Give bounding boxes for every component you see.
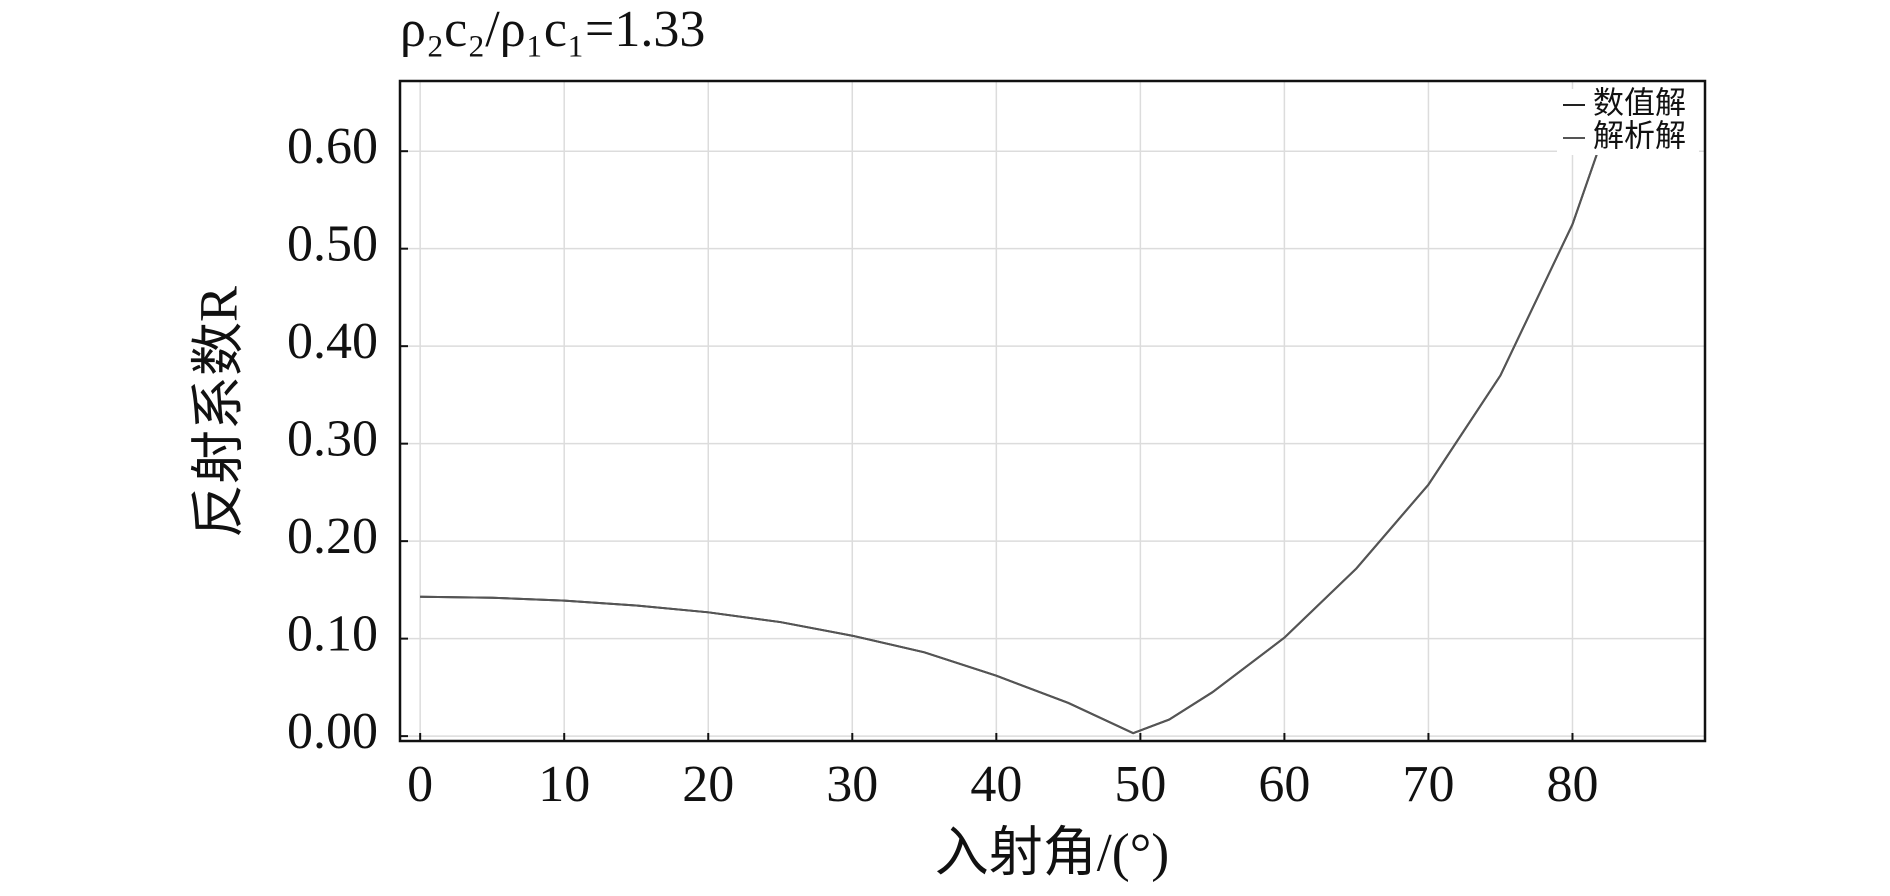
x-tick-label: 20 [682, 756, 734, 813]
y-tick-label: 0.00 [287, 703, 378, 760]
y-tick-label: 0.50 [287, 216, 378, 273]
plot-frame [398, 79, 1707, 743]
x-tick-label: 10 [538, 756, 590, 813]
x-tick-label: 60 [1258, 756, 1310, 813]
series-line [420, 141, 1603, 735]
y-tick-label: 0.10 [287, 606, 378, 663]
y-tick-label: 0.60 [287, 118, 378, 175]
y-tick-label: 0.30 [287, 411, 378, 468]
x-tick-label: 80 [1546, 756, 1598, 813]
x-axis-label: 入射角/(°) [935, 822, 1170, 882]
x-tick-label: 0 [407, 756, 433, 813]
x-tick-label: 30 [826, 756, 878, 813]
x-tick-label: 70 [1402, 756, 1454, 813]
y-axis-label: 反射系数R [188, 286, 248, 538]
y-tick-label: 0.40 [287, 313, 378, 370]
series-line [420, 141, 1603, 735]
legend-label: 数值解 [1593, 86, 1686, 122]
x-tick-label: 40 [970, 756, 1022, 813]
y-tick-label: 0.20 [287, 508, 378, 565]
x-tick-label: 50 [1114, 756, 1166, 813]
legend-label: 解析解 [1593, 119, 1686, 155]
chart-title: ρ₂c₂/ρ₁c₁=1.33 [400, 1, 705, 58]
